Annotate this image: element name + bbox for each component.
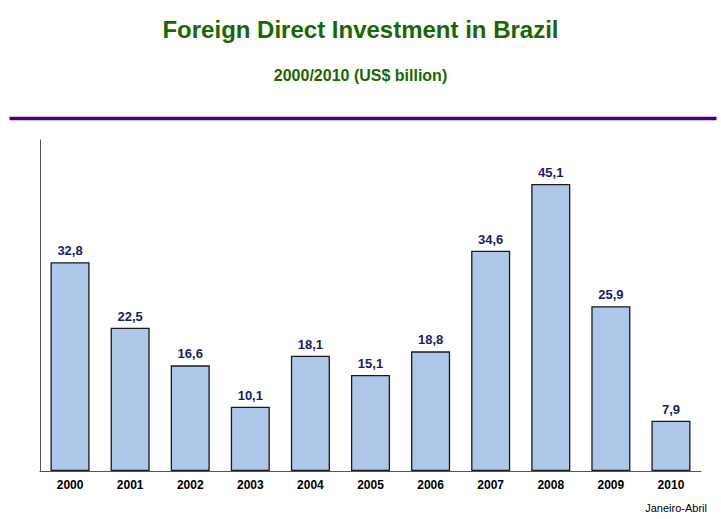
svg-text:45,1: 45,1 — [538, 165, 563, 180]
svg-text:15,1: 15,1 — [358, 356, 383, 371]
svg-text:2000/2010 (US$ billion): 2000/2010 (US$ billion) — [274, 67, 447, 84]
svg-text:22,5: 22,5 — [117, 309, 142, 324]
svg-text:34,6: 34,6 — [478, 232, 503, 247]
svg-text:2005: 2005 — [357, 478, 384, 492]
svg-text:18,8: 18,8 — [418, 332, 443, 347]
svg-text:2010: 2010 — [658, 478, 685, 492]
svg-text:7,9: 7,9 — [662, 402, 680, 417]
svg-text:16,6: 16,6 — [178, 346, 203, 361]
svg-text:2009: 2009 — [598, 478, 625, 492]
svg-text:32,8: 32,8 — [57, 243, 82, 258]
svg-text:2001: 2001 — [117, 478, 144, 492]
svg-text:2003: 2003 — [237, 478, 264, 492]
svg-text:Foreign Direct Investment in B: Foreign Direct Investment in Brazil — [162, 16, 558, 43]
svg-text:2004: 2004 — [297, 478, 324, 492]
svg-text:2006: 2006 — [417, 478, 444, 492]
svg-text:18,1: 18,1 — [298, 337, 323, 352]
svg-text:2007: 2007 — [477, 478, 504, 492]
svg-text:2002: 2002 — [177, 478, 204, 492]
svg-text:25,9: 25,9 — [598, 287, 623, 302]
svg-text:Janeiro-Abril: Janeiro-Abril — [645, 502, 707, 514]
svg-text:2008: 2008 — [537, 478, 564, 492]
svg-text:10,1: 10,1 — [238, 388, 263, 403]
svg-text:2000: 2000 — [57, 478, 84, 492]
